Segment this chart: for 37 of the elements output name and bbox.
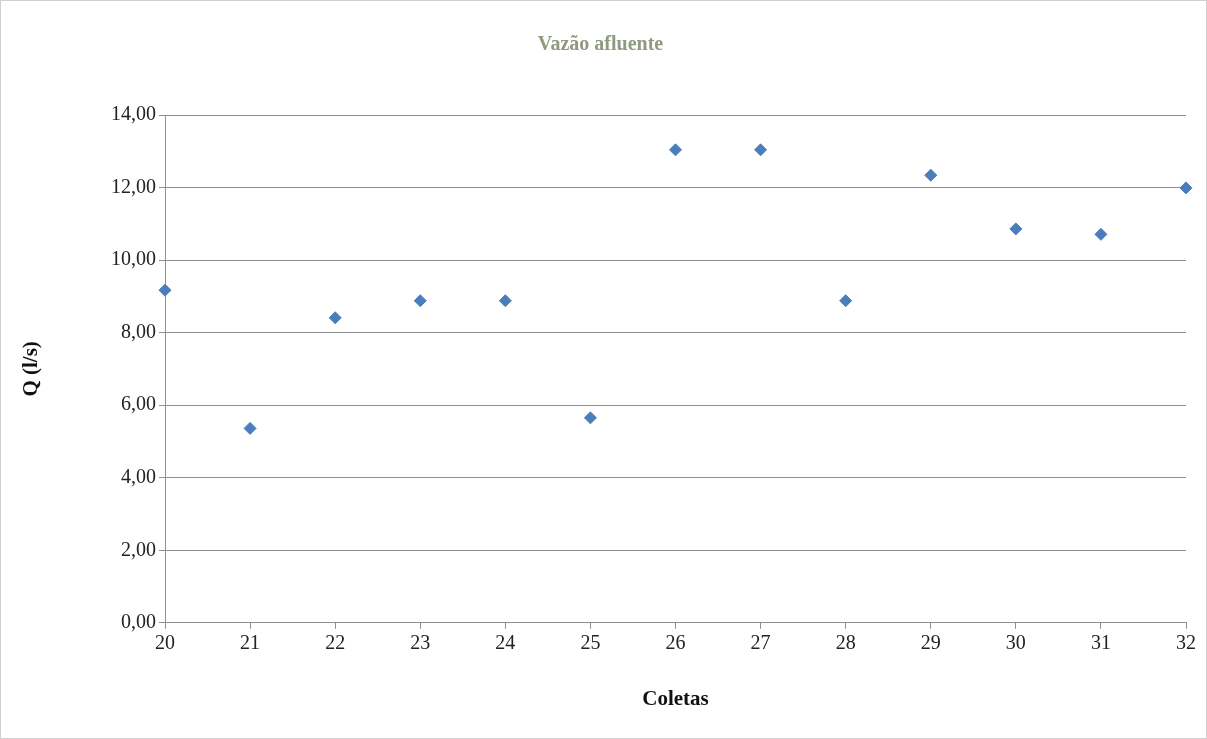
x-tick-label: 26 bbox=[665, 631, 686, 654]
point bbox=[413, 294, 427, 308]
y-tick-label: 0,00 bbox=[121, 610, 156, 633]
point bbox=[754, 143, 768, 157]
y-tick-label: 14,00 bbox=[111, 102, 156, 125]
point bbox=[669, 143, 682, 157]
point bbox=[243, 421, 257, 435]
x-tick-label: 27 bbox=[750, 631, 771, 654]
x-axis-title: Coletas bbox=[642, 685, 709, 710]
point bbox=[1094, 227, 1108, 241]
y-tick-label: 6,00 bbox=[121, 392, 156, 415]
y-tick-label: 8,00 bbox=[121, 319, 156, 342]
point bbox=[1179, 181, 1193, 195]
y-tick-label: 2,00 bbox=[121, 537, 156, 560]
y-tick-label: 4,00 bbox=[121, 464, 156, 487]
point bbox=[158, 283, 172, 297]
x-tick-label: 23 bbox=[410, 631, 431, 654]
x-tick-label: 30 bbox=[1005, 631, 1026, 654]
point bbox=[498, 294, 512, 308]
x-tick-label: 20 bbox=[155, 631, 175, 654]
x-tick-label: 25 bbox=[580, 631, 601, 654]
x-tick-label: 28 bbox=[835, 631, 856, 654]
x-tick-label: 24 bbox=[495, 631, 516, 654]
x-tick-label: 32 bbox=[1176, 631, 1196, 654]
x-tick-label: 21 bbox=[240, 631, 261, 654]
point bbox=[839, 294, 853, 308]
y-axis-title: Q (l/s) bbox=[18, 341, 43, 397]
x-tick-label: 29 bbox=[920, 631, 941, 654]
point bbox=[1009, 222, 1023, 236]
point bbox=[328, 311, 342, 325]
y-tick-label: 12,00 bbox=[111, 174, 156, 197]
chart-title: Vazão afluente bbox=[537, 32, 664, 55]
y-tick-label: 10,00 bbox=[111, 247, 156, 270]
point bbox=[583, 411, 597, 425]
x-tick-label: 22 bbox=[325, 631, 346, 654]
x-tick-label: 31 bbox=[1090, 631, 1111, 654]
point bbox=[924, 168, 938, 182]
